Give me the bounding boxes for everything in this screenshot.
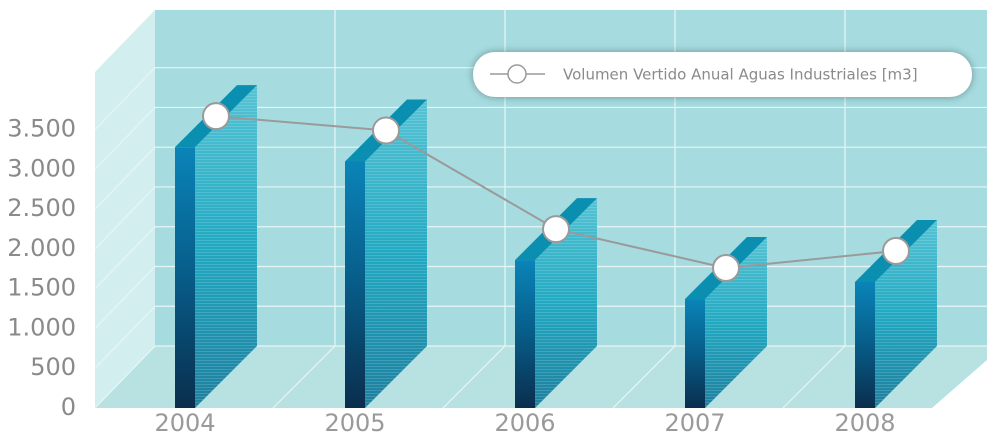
grid-line bbox=[94, 226, 987, 290]
x-tick-label: 2007 bbox=[664, 409, 725, 437]
line-marker bbox=[202, 102, 230, 131]
legend: Volumen Vertido Anual Aguas Industriales… bbox=[473, 52, 972, 97]
bar bbox=[855, 281, 875, 408]
category-divider bbox=[442, 345, 506, 409]
line-marker bbox=[882, 236, 910, 265]
labels: 0 500 1.000 1.500 2.000 2.500 3.000 3.500 2004 20… bbox=[7, 115, 895, 437]
left-wall bbox=[95, 10, 155, 408]
grid-line bbox=[94, 186, 987, 250]
line-marker bbox=[712, 254, 740, 283]
y-tick-label: 3.000 bbox=[7, 154, 76, 182]
bar bbox=[175, 147, 195, 408]
x-tick-label: 2004 bbox=[154, 409, 215, 437]
bar bbox=[345, 161, 365, 408]
y-tick-label: 1.000 bbox=[7, 313, 76, 341]
x-tick-label: 2006 bbox=[494, 409, 555, 437]
y-tick-label: 500 bbox=[30, 353, 76, 381]
x-tick-label: 2005 bbox=[324, 409, 385, 437]
bar-side-texture bbox=[705, 237, 767, 408]
category-divider bbox=[782, 345, 846, 409]
y-tick-label: 3.500 bbox=[7, 115, 76, 143]
grid-line bbox=[94, 146, 987, 210]
line-layer bbox=[202, 102, 910, 283]
line-marker bbox=[372, 116, 400, 145]
bar bbox=[685, 299, 705, 408]
y-tick-label: 2.000 bbox=[7, 234, 76, 262]
legend-marker bbox=[507, 64, 527, 84]
legend-label: Volumen Vertido Anual Aguas Industriales… bbox=[563, 66, 918, 84]
line-marker bbox=[542, 215, 570, 244]
bar-side-texture bbox=[365, 99, 427, 408]
x-tick-label: 2008 bbox=[834, 409, 895, 437]
bars bbox=[175, 85, 937, 409]
bar bbox=[515, 260, 535, 408]
category-divider bbox=[612, 345, 676, 409]
y-tick-label: 1.500 bbox=[7, 274, 76, 302]
bar-side-texture bbox=[195, 85, 257, 409]
legend-box bbox=[473, 52, 972, 97]
grid-line bbox=[94, 106, 987, 170]
bar-side-texture bbox=[875, 219, 937, 408]
grid-line bbox=[94, 265, 987, 329]
y-tick-label: 2.500 bbox=[7, 194, 76, 222]
y-tick-label: 0 bbox=[61, 393, 76, 421]
category-divider bbox=[272, 345, 336, 409]
bar-side-texture bbox=[535, 198, 597, 408]
